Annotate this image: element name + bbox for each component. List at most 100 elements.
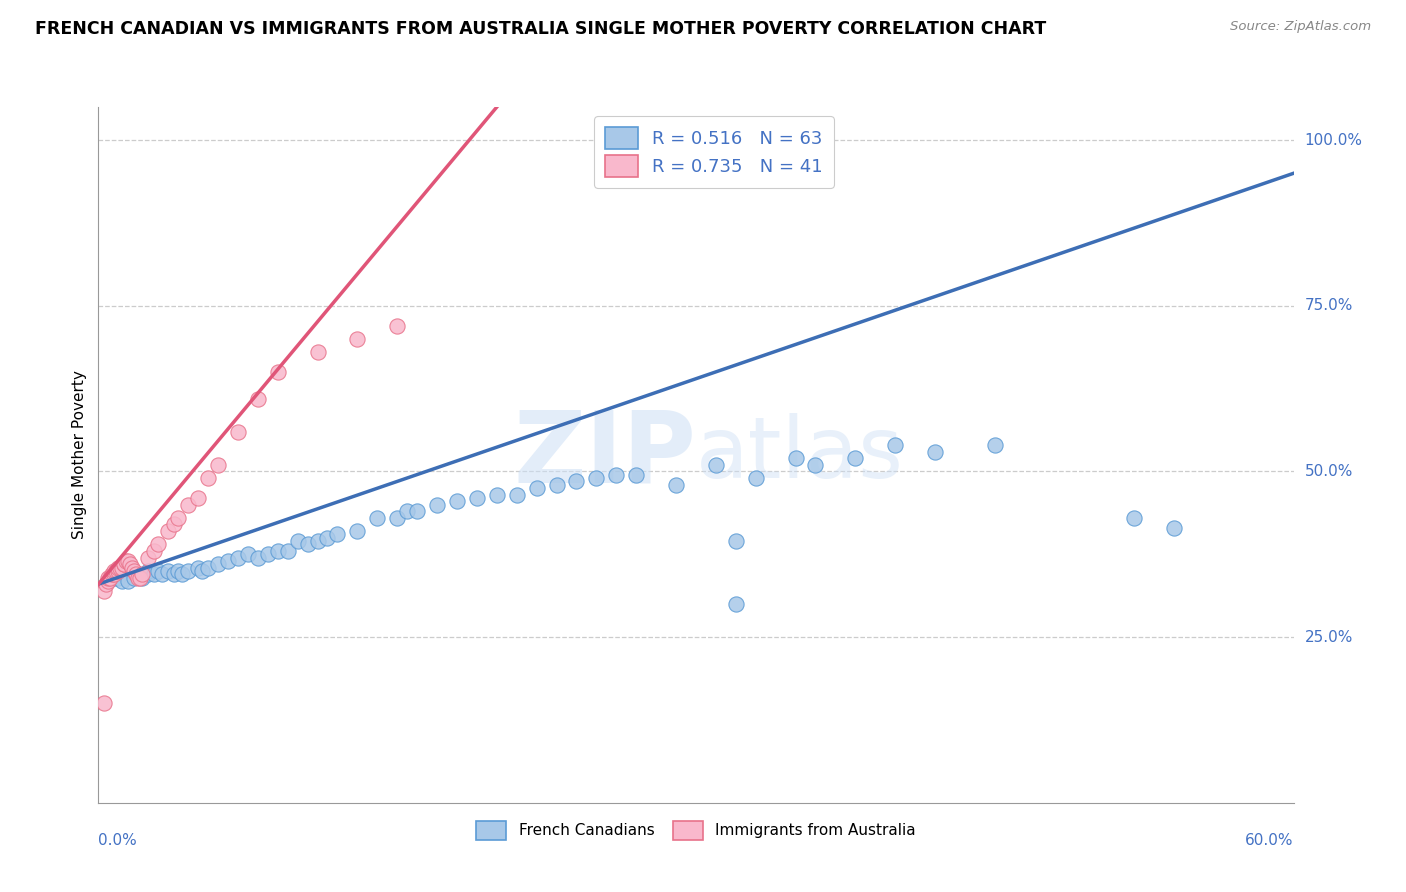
Point — [1163, 521, 1185, 535]
Point — [546, 477, 568, 491]
Point — [287, 534, 309, 549]
Point — [101, 567, 124, 582]
Point — [157, 524, 180, 538]
Point — [226, 425, 249, 439]
Point — [97, 570, 120, 584]
Text: FRENCH CANADIAN VS IMMIGRANTS FROM AUSTRALIA SINGLE MOTHER POVERTY CORRELATION C: FRENCH CANADIAN VS IMMIGRANTS FROM AUSTR… — [35, 20, 1046, 37]
Text: 0.0%: 0.0% — [98, 833, 138, 848]
Point — [96, 577, 118, 591]
Point — [704, 458, 727, 472]
Point — [267, 365, 290, 379]
Point — [127, 567, 149, 582]
Point — [385, 511, 409, 525]
Point — [157, 564, 180, 578]
Point — [526, 481, 548, 495]
Point — [785, 451, 807, 466]
Point — [246, 392, 269, 406]
Point — [307, 345, 329, 359]
Point — [884, 438, 907, 452]
Text: atlas: atlas — [696, 413, 904, 497]
Point — [136, 567, 159, 582]
Point — [626, 467, 648, 482]
Point — [187, 560, 209, 574]
Point — [103, 570, 125, 584]
Point — [984, 438, 1007, 452]
Point — [143, 544, 166, 558]
Point — [93, 697, 115, 711]
Point — [97, 574, 120, 588]
Point — [172, 567, 194, 582]
Point — [117, 554, 139, 568]
Point — [112, 558, 135, 572]
Y-axis label: Single Mother Poverty: Single Mother Poverty — [72, 370, 87, 540]
Point — [465, 491, 488, 505]
Point — [207, 458, 229, 472]
Legend: French Canadians, Immigrants from Australia: French Canadians, Immigrants from Austra… — [468, 814, 924, 847]
Point — [366, 511, 388, 525]
Point — [136, 564, 159, 578]
Text: ZIP: ZIP — [513, 407, 696, 503]
Text: 100.0%: 100.0% — [1305, 133, 1362, 148]
Point — [115, 554, 138, 568]
Point — [197, 560, 219, 574]
Point — [207, 558, 229, 572]
Point — [191, 564, 214, 578]
Point — [485, 488, 508, 502]
Point — [804, 458, 827, 472]
Text: 75.0%: 75.0% — [1305, 298, 1353, 313]
Point — [150, 567, 173, 582]
Point — [105, 564, 128, 578]
Point — [167, 511, 190, 525]
Point — [125, 567, 148, 582]
Point — [226, 550, 249, 565]
Point — [326, 527, 349, 541]
Point — [724, 534, 747, 549]
Point — [406, 504, 429, 518]
Point — [163, 517, 186, 532]
Point — [346, 332, 368, 346]
Point — [129, 570, 152, 584]
Point — [187, 491, 209, 505]
Point — [844, 451, 866, 466]
Point — [107, 560, 129, 574]
Point — [506, 488, 529, 502]
Point — [745, 471, 768, 485]
Point — [120, 558, 142, 572]
Text: 50.0%: 50.0% — [1305, 464, 1353, 479]
Point — [246, 550, 269, 565]
Point — [121, 560, 143, 574]
Point — [307, 534, 329, 549]
Point — [124, 564, 146, 578]
Point — [316, 531, 339, 545]
Point — [585, 471, 607, 485]
Point — [277, 544, 299, 558]
Point — [163, 567, 186, 582]
Point — [107, 570, 129, 584]
Point — [107, 564, 129, 578]
Point — [111, 574, 134, 588]
Point — [148, 537, 170, 551]
Text: 25.0%: 25.0% — [1305, 630, 1353, 645]
Point — [98, 570, 122, 584]
Point — [256, 547, 278, 561]
Point — [297, 537, 319, 551]
Point — [446, 494, 468, 508]
Point — [385, 318, 409, 333]
Point — [346, 524, 368, 538]
Point — [127, 570, 149, 584]
Point — [177, 564, 200, 578]
Point — [177, 498, 200, 512]
Point — [396, 504, 419, 518]
Point — [111, 560, 134, 574]
Point — [93, 583, 115, 598]
Point — [143, 567, 166, 582]
Point — [1123, 511, 1146, 525]
Point — [217, 554, 239, 568]
Text: Source: ZipAtlas.com: Source: ZipAtlas.com — [1230, 20, 1371, 33]
Point — [131, 570, 153, 584]
Point — [167, 564, 190, 578]
Text: 60.0%: 60.0% — [1246, 833, 1294, 848]
Point — [131, 567, 153, 582]
Point — [426, 498, 449, 512]
Point — [724, 597, 747, 611]
